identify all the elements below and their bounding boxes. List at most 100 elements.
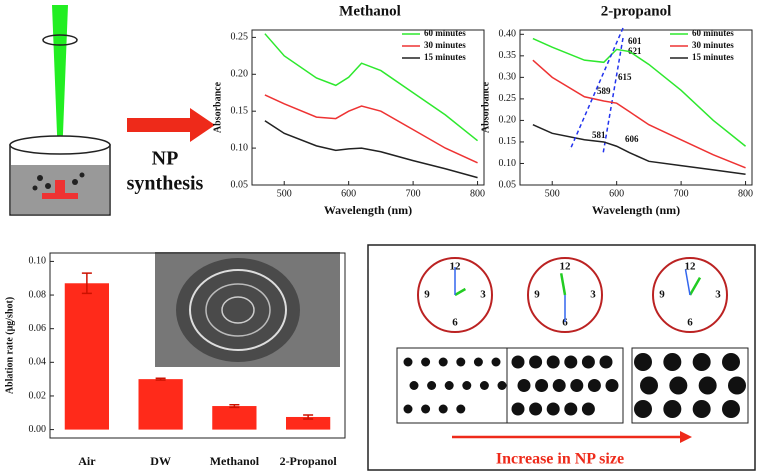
x-tick-label: 500: [545, 188, 560, 199]
clock-hand: [454, 287, 467, 297]
error-bar: [229, 403, 240, 409]
particle: [421, 357, 431, 367]
peak-annotation: 621: [628, 46, 642, 56]
y-tick-label: 0.30: [499, 72, 517, 83]
clock-numeral: 9: [534, 289, 540, 301]
clock-numeral: 6: [452, 317, 458, 329]
y-tick-label: 0.10: [29, 256, 47, 267]
y-tick-label: 0.06: [29, 323, 47, 334]
particle: [564, 402, 578, 416]
error-bar: [81, 272, 92, 295]
peak-annotation: 589: [597, 86, 611, 96]
y-tick-label: 0.25: [231, 32, 249, 43]
x-tick-label: 700: [406, 188, 421, 199]
clock-numeral: 6: [687, 317, 693, 329]
clock-hand: [688, 277, 702, 296]
particle: [491, 357, 501, 367]
particle: [456, 357, 466, 367]
y-tick-label: 0.05: [499, 179, 517, 190]
particle: [570, 379, 584, 392]
clock-numeral: 3: [715, 289, 721, 301]
particle: [587, 379, 601, 392]
particle: [462, 381, 472, 390]
x-tick-label: Air: [78, 454, 96, 468]
x-axis-label: Wavelength (nm): [592, 203, 680, 217]
particle: [546, 402, 560, 416]
legend-label: 15 minutes: [424, 52, 466, 62]
x-tick-label: 600: [609, 188, 624, 199]
clock-numeral: 12: [560, 261, 572, 273]
peak-annotation: 615: [618, 72, 632, 82]
series-line: [264, 33, 479, 142]
particle: [473, 357, 483, 367]
peak-guide: [569, 27, 624, 151]
particle: [421, 404, 431, 414]
series-line: [532, 37, 747, 147]
x-tick-label: 2-Propanol: [280, 454, 338, 468]
plot-frame: [251, 29, 485, 186]
clock-panel: 12 3 6 9 12 3 6 9 12 3 6 9: [367, 244, 756, 471]
particle: [409, 381, 419, 390]
clock-numeral: 3: [480, 289, 486, 301]
synthesis-label: NP: [152, 148, 179, 170]
y-axis-label: Absorbance: [212, 81, 223, 133]
y-tick-label: 0.20: [231, 69, 249, 80]
y-tick-label: 0.00: [29, 424, 47, 435]
y-tick-label: 0.20: [499, 115, 517, 126]
particle: [517, 379, 531, 392]
peak-annotation: 606: [625, 134, 639, 144]
size-label: Increase in NP size: [496, 451, 624, 468]
clock-hand: [559, 273, 567, 296]
series-line: [532, 124, 746, 175]
clock-numeral: 9: [424, 289, 430, 301]
sem-inset: [155, 252, 340, 367]
legend-label: 60 minutes: [424, 28, 466, 38]
x-tick-label: 800: [738, 188, 753, 199]
legend-label: 15 minutes: [692, 52, 734, 62]
legend-label: 60 minutes: [692, 28, 734, 38]
particle: [605, 379, 619, 392]
particle: [634, 353, 652, 371]
particle: [546, 355, 560, 369]
y-tick-label: 0.25: [499, 93, 517, 104]
peak-guide: [602, 37, 624, 155]
legend-label: 30 minutes: [692, 40, 734, 50]
y-tick-label: 0.10: [231, 142, 249, 153]
y-tick-label: 0.04: [29, 357, 47, 368]
bar: [212, 406, 257, 430]
error-bar: [155, 377, 166, 381]
y-tick-label: 0.15: [499, 136, 517, 147]
clock-numeral: 12: [450, 261, 462, 273]
bar: [138, 379, 183, 430]
synthesis-label: synthesis: [127, 173, 204, 195]
y-tick-label: 0.15: [231, 105, 249, 116]
particle: [511, 402, 525, 416]
particle: [722, 353, 740, 371]
particle: [456, 404, 466, 414]
particle: [663, 400, 682, 418]
y-tick-label: 0.40: [499, 29, 517, 40]
particle: [722, 400, 740, 418]
particle: [403, 404, 413, 414]
y-tick-label: 0.05: [231, 179, 249, 190]
particle: [444, 381, 454, 390]
error-bar: [303, 414, 314, 420]
particle: [438, 404, 448, 414]
particle: [669, 376, 688, 395]
plot-frame: [49, 252, 346, 439]
y-tick-label: 0.35: [499, 50, 517, 61]
peak-annotation: 581: [592, 130, 606, 140]
chart-title: 2-propanol: [601, 3, 672, 19]
x-tick-label: 500: [277, 188, 292, 199]
series-line: [264, 120, 478, 179]
particle: [692, 400, 711, 418]
particle: [403, 357, 413, 367]
x-tick-label: Methanol: [210, 454, 260, 468]
particle: [529, 402, 543, 416]
bar: [64, 283, 109, 430]
x-axis-label: Wavelength (nm): [324, 203, 412, 217]
synthesis-diagram: [9, 5, 215, 216]
legend-label: 30 minutes: [424, 40, 466, 50]
